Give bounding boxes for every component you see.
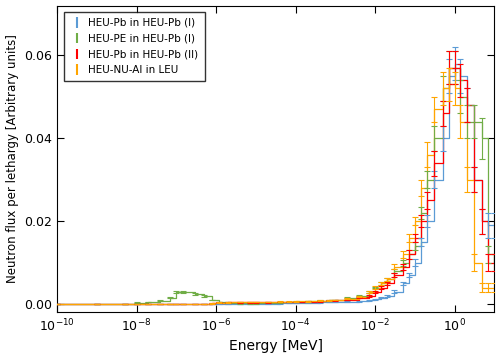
Y-axis label: Neutron flux per lethargy [Arbitrary units]: Neutron flux per lethargy [Arbitrary uni… [6,34,18,283]
X-axis label: Energy [MeV]: Energy [MeV] [228,340,322,354]
Legend: HEU-Pb in HEU-Pb (I), HEU-PE in HEU-Pb (I), HEU-Pb in HEU-Pb (II), HEU-NU-Al in : HEU-Pb in HEU-Pb (I), HEU-PE in HEU-Pb (… [64,12,205,81]
